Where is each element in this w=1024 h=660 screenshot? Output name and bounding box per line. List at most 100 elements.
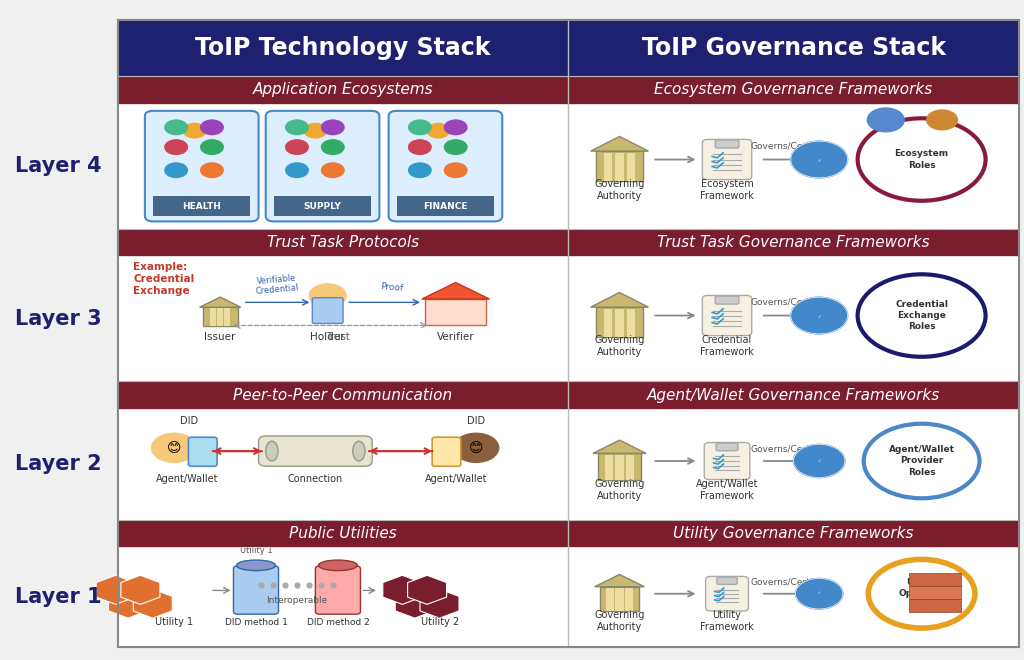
Text: Example:
Credential
Exchange: Example: Credential Exchange (133, 261, 195, 296)
Circle shape (791, 297, 848, 334)
Text: Utility 2: Utility 2 (421, 617, 460, 627)
Polygon shape (200, 297, 241, 308)
Text: Agent/Wallet
Provider
Roles: Agent/Wallet Provider Roles (889, 446, 954, 477)
FancyBboxPatch shape (568, 381, 1019, 409)
Text: ✓: ✓ (817, 459, 821, 463)
Text: Application Ecosystems: Application Ecosystems (253, 82, 433, 97)
Text: Layer 2: Layer 2 (15, 454, 101, 475)
FancyBboxPatch shape (118, 256, 568, 381)
FancyBboxPatch shape (909, 573, 961, 586)
FancyBboxPatch shape (600, 587, 639, 611)
Text: Utility 1: Utility 1 (155, 617, 194, 627)
Text: Utility 1: Utility 1 (240, 546, 272, 555)
FancyBboxPatch shape (705, 442, 750, 480)
Polygon shape (395, 589, 434, 618)
Circle shape (304, 123, 327, 138)
FancyBboxPatch shape (706, 576, 749, 611)
FancyBboxPatch shape (568, 20, 1019, 76)
FancyBboxPatch shape (715, 296, 739, 304)
Text: Holder: Holder (310, 333, 345, 343)
FancyBboxPatch shape (605, 455, 613, 480)
Text: Ecosystem
Roles: Ecosystem Roles (895, 149, 948, 170)
Text: Connection: Connection (288, 474, 343, 484)
FancyBboxPatch shape (266, 111, 379, 221)
Text: ✓: ✓ (817, 313, 821, 318)
Polygon shape (420, 589, 459, 618)
Text: FINANCE: FINANCE (423, 201, 468, 211)
FancyBboxPatch shape (716, 444, 738, 451)
Polygon shape (96, 576, 135, 605)
Circle shape (927, 110, 957, 130)
Ellipse shape (266, 441, 279, 461)
FancyBboxPatch shape (118, 76, 568, 104)
Circle shape (322, 163, 344, 178)
Text: Interoperable: Interoperable (266, 596, 328, 605)
Ellipse shape (352, 441, 365, 461)
Text: Governs/Certifies: Governs/Certifies (751, 578, 829, 587)
Text: Layer 1: Layer 1 (15, 587, 101, 607)
Text: Agent/Wallet: Agent/Wallet (156, 474, 219, 484)
Polygon shape (595, 574, 644, 587)
FancyBboxPatch shape (909, 599, 961, 612)
FancyBboxPatch shape (603, 310, 611, 337)
FancyBboxPatch shape (717, 578, 737, 584)
Text: Trust Task Protocols: Trust Task Protocols (267, 235, 419, 250)
Circle shape (796, 578, 843, 609)
Circle shape (322, 120, 344, 135)
FancyBboxPatch shape (568, 256, 1019, 381)
Polygon shape (383, 576, 422, 605)
FancyBboxPatch shape (118, 409, 568, 519)
Circle shape (444, 140, 467, 154)
FancyBboxPatch shape (118, 104, 568, 228)
FancyBboxPatch shape (397, 196, 495, 216)
Circle shape (427, 123, 450, 138)
Circle shape (201, 120, 223, 135)
Text: Governing
Authority: Governing Authority (594, 610, 645, 632)
Polygon shape (121, 576, 160, 605)
Text: Verifier: Verifier (437, 333, 474, 343)
Polygon shape (109, 589, 147, 618)
Polygon shape (593, 440, 646, 453)
Circle shape (201, 140, 223, 154)
FancyBboxPatch shape (702, 296, 752, 336)
FancyBboxPatch shape (118, 20, 1019, 647)
Text: Governing
Authority: Governing Authority (594, 479, 645, 500)
Text: Agent/Wallet: Agent/Wallet (424, 474, 487, 484)
FancyBboxPatch shape (432, 437, 461, 466)
Text: SUPPLY: SUPPLY (304, 201, 341, 211)
FancyBboxPatch shape (233, 566, 279, 614)
Circle shape (409, 120, 431, 135)
Text: DID method 1: DID method 1 (224, 618, 288, 626)
Polygon shape (591, 137, 648, 151)
FancyBboxPatch shape (615, 589, 624, 611)
Circle shape (165, 163, 187, 178)
Ellipse shape (318, 560, 357, 571)
Polygon shape (591, 292, 648, 307)
FancyBboxPatch shape (188, 437, 217, 466)
Text: ✓: ✓ (817, 157, 821, 162)
Circle shape (322, 140, 344, 154)
Text: Utility
Operator
Roles: Utility Operator Roles (899, 578, 944, 609)
Text: Agent/Wallet Governance Frameworks: Agent/Wallet Governance Frameworks (647, 387, 940, 403)
Text: Issuer: Issuer (205, 333, 236, 343)
FancyBboxPatch shape (909, 586, 961, 599)
Circle shape (286, 163, 308, 178)
Circle shape (409, 163, 431, 178)
FancyBboxPatch shape (605, 589, 613, 611)
FancyBboxPatch shape (389, 111, 502, 221)
Polygon shape (422, 282, 489, 299)
Text: Agent/Wallet
Framework: Agent/Wallet Framework (695, 479, 759, 500)
FancyBboxPatch shape (715, 140, 739, 148)
FancyBboxPatch shape (118, 547, 568, 647)
Circle shape (152, 433, 197, 462)
FancyBboxPatch shape (568, 409, 1019, 519)
Circle shape (409, 140, 431, 154)
Circle shape (286, 140, 308, 154)
Text: Governs/Certifies: Governs/Certifies (751, 297, 829, 306)
Text: Governing
Authority: Governing Authority (594, 335, 645, 357)
Text: ToIP Technology Stack: ToIP Technology Stack (196, 36, 490, 60)
Ellipse shape (237, 560, 275, 571)
Polygon shape (133, 589, 172, 618)
FancyBboxPatch shape (628, 310, 636, 337)
FancyBboxPatch shape (615, 455, 624, 480)
